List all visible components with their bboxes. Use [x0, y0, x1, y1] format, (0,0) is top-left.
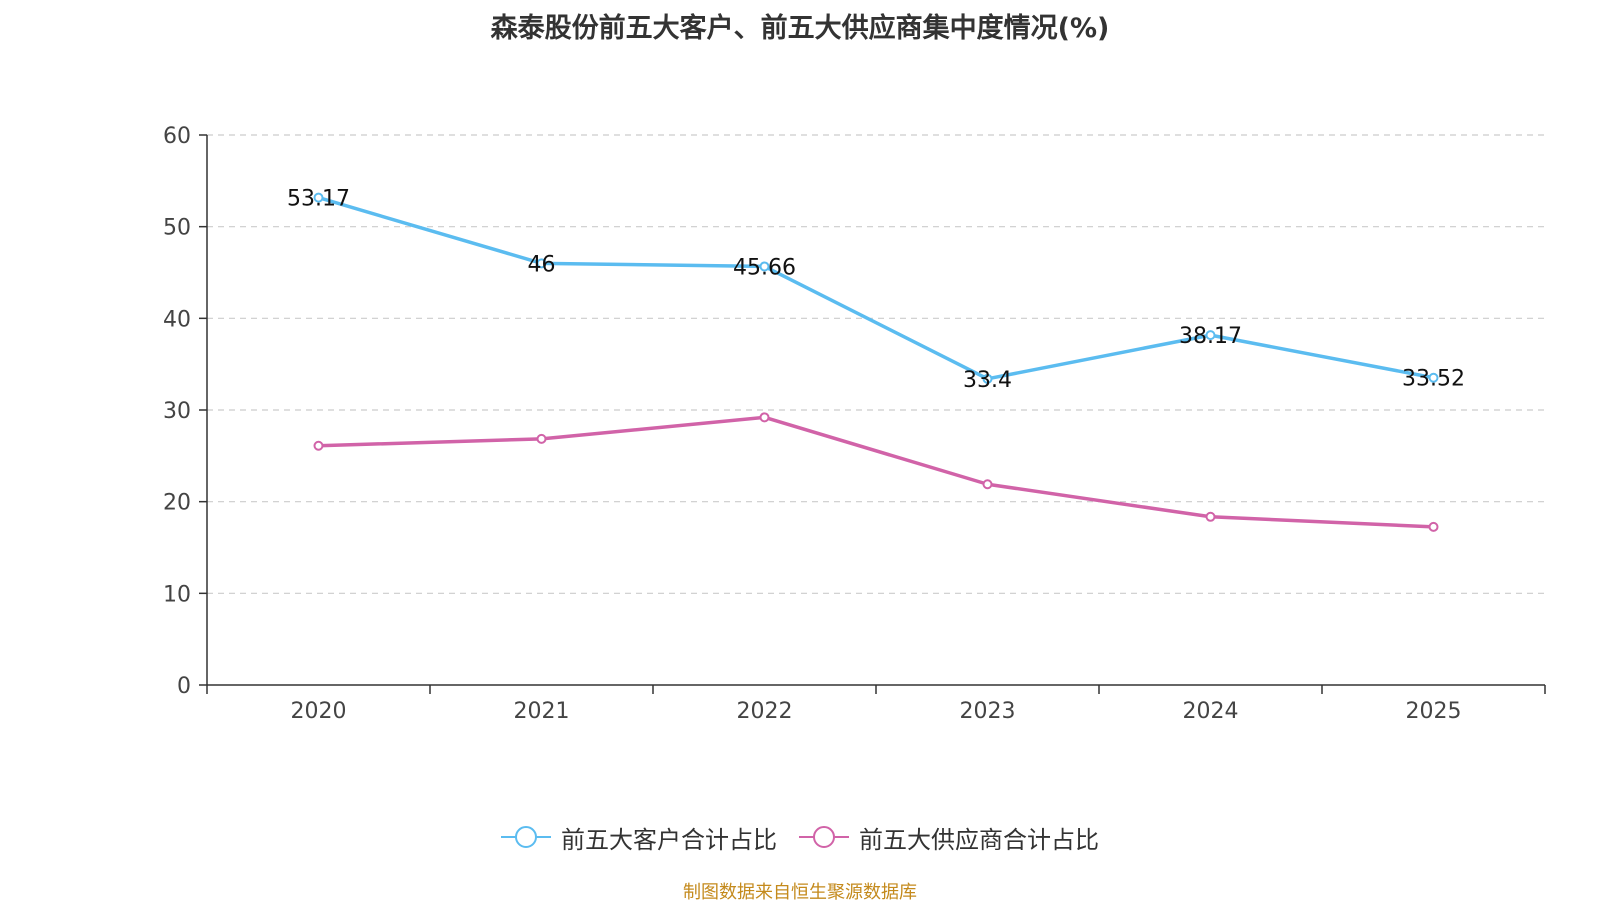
data-label: 45.66	[733, 255, 796, 280]
x-tick-label: 2022	[737, 699, 793, 724]
y-tick-label: 40	[163, 307, 191, 332]
y-tick-label: 10	[163, 582, 191, 607]
data-point[interactable]	[982, 479, 993, 490]
data-point[interactable]	[313, 440, 324, 451]
data-point[interactable]	[1428, 372, 1439, 383]
legend: 前五大客户合计占比 前五大供应商合计占比	[0, 820, 1600, 854]
legend-item-customer[interactable]: 前五大客户合计占比	[501, 820, 777, 855]
legend-label-customer: 前五大客户合计占比	[561, 825, 777, 854]
y-tick-label: 60	[163, 124, 191, 149]
series-line	[318, 195, 1434, 381]
data-source-note: 制图数据来自恒生聚源数据库	[683, 882, 917, 903]
data-label: 46	[528, 252, 556, 277]
y-tick-label: 20	[163, 491, 191, 516]
y-tick-label: 0	[177, 674, 191, 699]
data-point[interactable]	[313, 192, 324, 203]
x-tick-label: 2020	[291, 699, 347, 724]
line-chart: 0 10 20 30 40 50 60 2020 2021 2022 2023 2024 2025 53.…	[163, 124, 1546, 724]
data-label: 33.52	[1402, 367, 1465, 392]
legend-line-marker-icon	[799, 826, 849, 848]
data-point[interactable]	[1205, 330, 1216, 341]
data-point[interactable]	[536, 258, 547, 269]
x-tick-label: 2024	[1183, 699, 1239, 724]
x-tick-label: 2023	[960, 699, 1016, 724]
data-label: 38.17	[1179, 324, 1242, 349]
data-point[interactable]	[536, 433, 547, 444]
y-tick-label: 50	[163, 216, 191, 241]
legend-line-marker-icon	[501, 826, 551, 848]
data-label: 53.17	[287, 187, 350, 212]
series-line	[318, 415, 1434, 529]
y-tick-label: 30	[163, 399, 191, 424]
chart-title: 森泰股份前五大客户、前五大供应商集中度情况(%)	[490, 13, 1110, 44]
data-point[interactable]	[1205, 511, 1216, 522]
x-tick-label: 2025	[1406, 699, 1462, 724]
x-tick-label: 2021	[514, 699, 570, 724]
data-point[interactable]	[759, 261, 770, 272]
data-point[interactable]	[1428, 521, 1439, 532]
legend-label-supplier: 前五大供应商合计占比	[859, 825, 1099, 854]
data-label: 33.4	[963, 368, 1012, 393]
data-point[interactable]	[759, 412, 770, 423]
data-point[interactable]	[982, 373, 993, 384]
legend-item-supplier[interactable]: 前五大供应商合计占比	[799, 820, 1099, 855]
